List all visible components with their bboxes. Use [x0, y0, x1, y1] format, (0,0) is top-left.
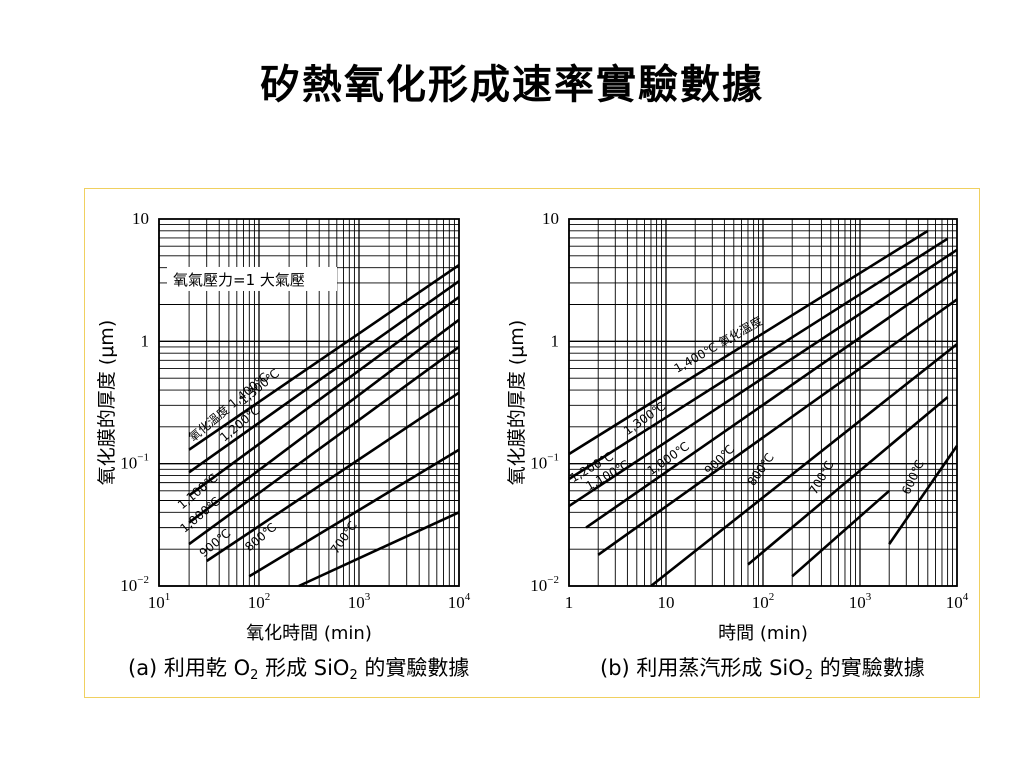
chart-b-series-line-1300c [568, 237, 949, 481]
chart-a-legend-box-text: 氧氣壓力=1 大氣壓 [173, 271, 305, 289]
chart-b-x-tick-label: 104 [946, 591, 969, 612]
chart-b-x-tick-label: 103 [849, 591, 872, 612]
chart-a-series-line-1400c [188, 264, 460, 451]
slide-title: 矽熱氧化形成速率實驗數據 [260, 61, 764, 108]
chart-a-x-axis-label: 氧化時間 (min) [246, 623, 372, 644]
chart-b-series-line-700c [791, 489, 891, 578]
chart-a-x-tick-label: 103 [348, 591, 371, 612]
figure-frame: 101 102 103 104 10 1 10−1 10−2 氧化時間 (min) 氧化膜的厚度 … [84, 188, 980, 698]
chart-b-y-tick-label: 10−1 [530, 452, 559, 473]
caption-a-mid: 形成 SiO [258, 656, 350, 680]
caption-b: (b) 利用蒸汽形成 SiO2 的實驗數據 [600, 652, 925, 683]
chart-a-y-tick-label: 1 [141, 331, 150, 350]
chart-b-y-tick-label: 10−2 [530, 574, 559, 595]
chart-a-series-line-900c [205, 391, 460, 563]
caption-b-sub: 2 [804, 668, 814, 683]
caption-a: (a) 利用乾 O2 形成 SiO2 的實驗數據 [128, 652, 469, 683]
chart-a-y-tick-label: 10−2 [120, 574, 149, 595]
chart-a-y-tick-label: 10 [132, 209, 149, 228]
chart-b-y-tick-label: 1 [551, 331, 560, 350]
chart-b-series-line-1200c [568, 248, 958, 508]
chart-b-series-line-800c [747, 396, 949, 566]
chart-a-series-line-1200c [188, 296, 460, 497]
chart-a-y-tick-label: 10−1 [120, 452, 149, 473]
chart-b-x-tick-label: 102 [752, 591, 775, 612]
chart-a-x-tick-label: 102 [248, 591, 271, 612]
caption-a-suffix: 的實驗數據 [357, 656, 470, 680]
chart-b-series-line-900c [650, 343, 958, 588]
chart-a-plot-border [158, 218, 460, 587]
chart-a-y-axis-label: 氧化膜的厚度 (μm) [96, 320, 118, 485]
chart-a-legend-box-bg [167, 266, 337, 291]
caption-a-sub: 2 [250, 668, 259, 683]
chart-b-x-tick-label: 10 [658, 593, 675, 612]
chart-a-series-line-800c [248, 448, 460, 578]
caption-b-prefix: (b) 利用蒸汽形成 SiO [600, 656, 805, 680]
chart-b-plot-border [568, 218, 958, 587]
chart-b-series-line-1000c [597, 298, 958, 556]
caption-b-mid: 的實驗數據 [813, 656, 925, 680]
chart-b-series-line-1100c [585, 269, 958, 529]
chart-a-x-tick-label: 104 [448, 591, 471, 612]
chart-b-series-line-1400c [568, 229, 929, 456]
chart-a-series-line-700c [298, 511, 460, 588]
chart-b-x-tick-label: 1 [565, 593, 574, 612]
chart-a-series-line-1000c [188, 345, 460, 546]
chart-b-series-annotation: 1,400℃ 氧化溫度 [671, 313, 765, 376]
chart-a-series-line-1100c [188, 318, 460, 524]
caption-a-sub2: 2 [349, 668, 358, 683]
chart-a-series-line-1300c [188, 280, 460, 474]
chart-b-x-axis-label: 時間 (min) [718, 623, 808, 644]
chart-b-y-tick-label: 10 [542, 209, 559, 228]
chart-b-y-axis-label: 氧化膜的厚度 (μm) [506, 320, 528, 485]
chart-b-series-line-600c [888, 445, 959, 545]
chart-a-x-tick-label: 101 [148, 591, 171, 612]
caption-a-prefix: (a) 利用乾 O [128, 656, 251, 680]
